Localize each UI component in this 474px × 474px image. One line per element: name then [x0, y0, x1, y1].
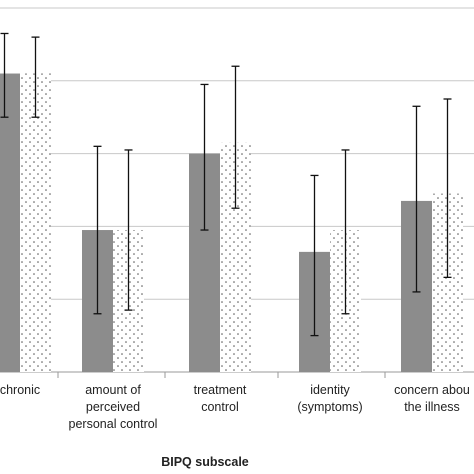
category-label: amount of perceived personal control: [69, 383, 158, 431]
bar: [0, 73, 20, 373]
category-label-line: control: [201, 400, 239, 414]
category-label-line: (symptoms): [297, 400, 362, 414]
category-labels: chronic amount of perceived personal contro…: [0, 383, 470, 431]
category-label-line: the illness: [404, 400, 460, 414]
category-label-line: perceived: [86, 400, 140, 414]
category-label: treatment control: [194, 383, 247, 414]
category-label: concern abou the illness: [394, 383, 470, 414]
category-label: identity (symptoms): [297, 383, 362, 414]
category-label-line: chronic: [0, 383, 40, 397]
category-label-line: personal control: [69, 417, 158, 431]
category-label-line: concern abou: [394, 383, 470, 397]
category-label-line: identity: [310, 383, 350, 397]
category-label-line: treatment: [194, 383, 247, 397]
bars: [0, 73, 463, 373]
x-axis-title: BIPQ subscale: [161, 455, 249, 469]
bar: [20, 73, 51, 373]
category-label-line: amount of: [85, 383, 141, 397]
error-bars: [0, 32, 452, 337]
category-label: chronic: [0, 383, 40, 397]
